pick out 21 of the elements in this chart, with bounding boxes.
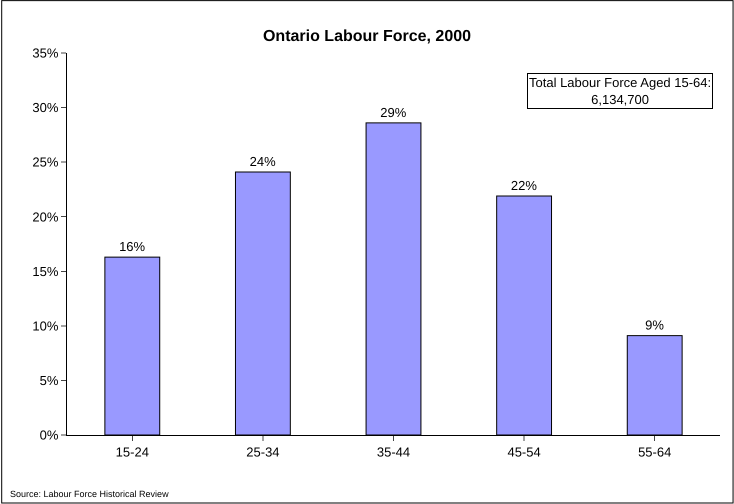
x-tick-label: 55-64 (638, 444, 672, 460)
y-tick-label: 5% (40, 372, 59, 388)
data-label: 9% (645, 318, 664, 333)
x-tick-label: 35-44 (376, 444, 410, 460)
source-note: Source: Labour Force Historical Review (10, 489, 170, 499)
x-tick-label: 45-54 (507, 444, 541, 460)
y-tick-label: 10% (32, 318, 59, 334)
y-tick-label: 20% (32, 209, 59, 224)
data-label: 29% (380, 104, 407, 120)
data-label: 24% (250, 154, 276, 169)
data-label: 22% (510, 178, 538, 193)
y-tick-label: 15% (32, 264, 59, 279)
chart-title: Ontario Labour Force, 2000 (262, 28, 472, 45)
y-tick-label: 25% (32, 154, 59, 170)
data-label: 16% (119, 239, 146, 254)
y-tick-label: 30% (32, 100, 59, 116)
annotation: Total Labour Force Aged 15-64: 6,134,700 (529, 75, 712, 107)
y-tick-label: 0% (40, 428, 59, 443)
y-tick-label: 35% (32, 46, 59, 61)
x-tick-label: 15-24 (116, 444, 149, 460)
x-tick-label: 25-34 (246, 444, 280, 460)
